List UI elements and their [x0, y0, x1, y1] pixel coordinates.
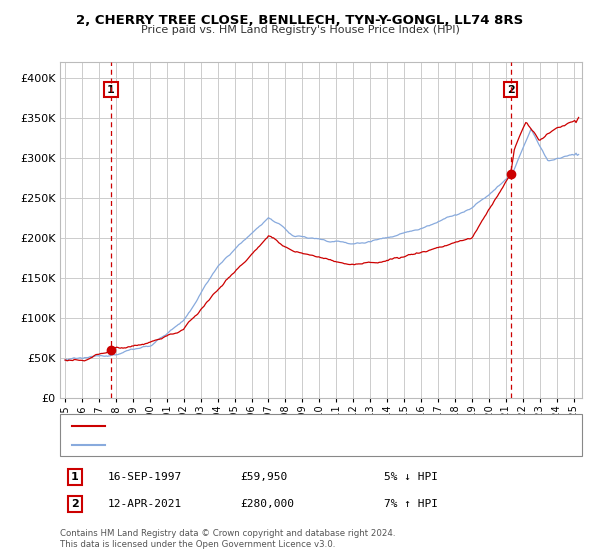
Text: £280,000: £280,000	[240, 499, 294, 509]
Text: 1: 1	[71, 472, 79, 482]
Text: 1: 1	[107, 85, 115, 95]
Text: 2: 2	[507, 85, 515, 95]
Text: 16-SEP-1997: 16-SEP-1997	[108, 472, 182, 482]
Text: 2: 2	[71, 499, 79, 509]
Text: 12-APR-2021: 12-APR-2021	[108, 499, 182, 509]
Text: Price paid vs. HM Land Registry's House Price Index (HPI): Price paid vs. HM Land Registry's House …	[140, 25, 460, 35]
Text: 2, CHERRY TREE CLOSE, BENLLECH, TYN-Y-GONGL, LL74 8RS: 2, CHERRY TREE CLOSE, BENLLECH, TYN-Y-GO…	[76, 14, 524, 27]
Text: 2, CHERRY TREE CLOSE, BENLLECH, TYN-Y-GONGL, LL74 8RS (detached house): 2, CHERRY TREE CLOSE, BENLLECH, TYN-Y-GO…	[111, 421, 520, 431]
Text: 5% ↓ HPI: 5% ↓ HPI	[384, 472, 438, 482]
Text: Contains HM Land Registry data © Crown copyright and database right 2024.
This d: Contains HM Land Registry data © Crown c…	[60, 529, 395, 549]
Text: £59,950: £59,950	[240, 472, 287, 482]
Text: HPI: Average price, detached house, Isle of Anglesey: HPI: Average price, detached house, Isle…	[111, 440, 386, 450]
Text: 7% ↑ HPI: 7% ↑ HPI	[384, 499, 438, 509]
